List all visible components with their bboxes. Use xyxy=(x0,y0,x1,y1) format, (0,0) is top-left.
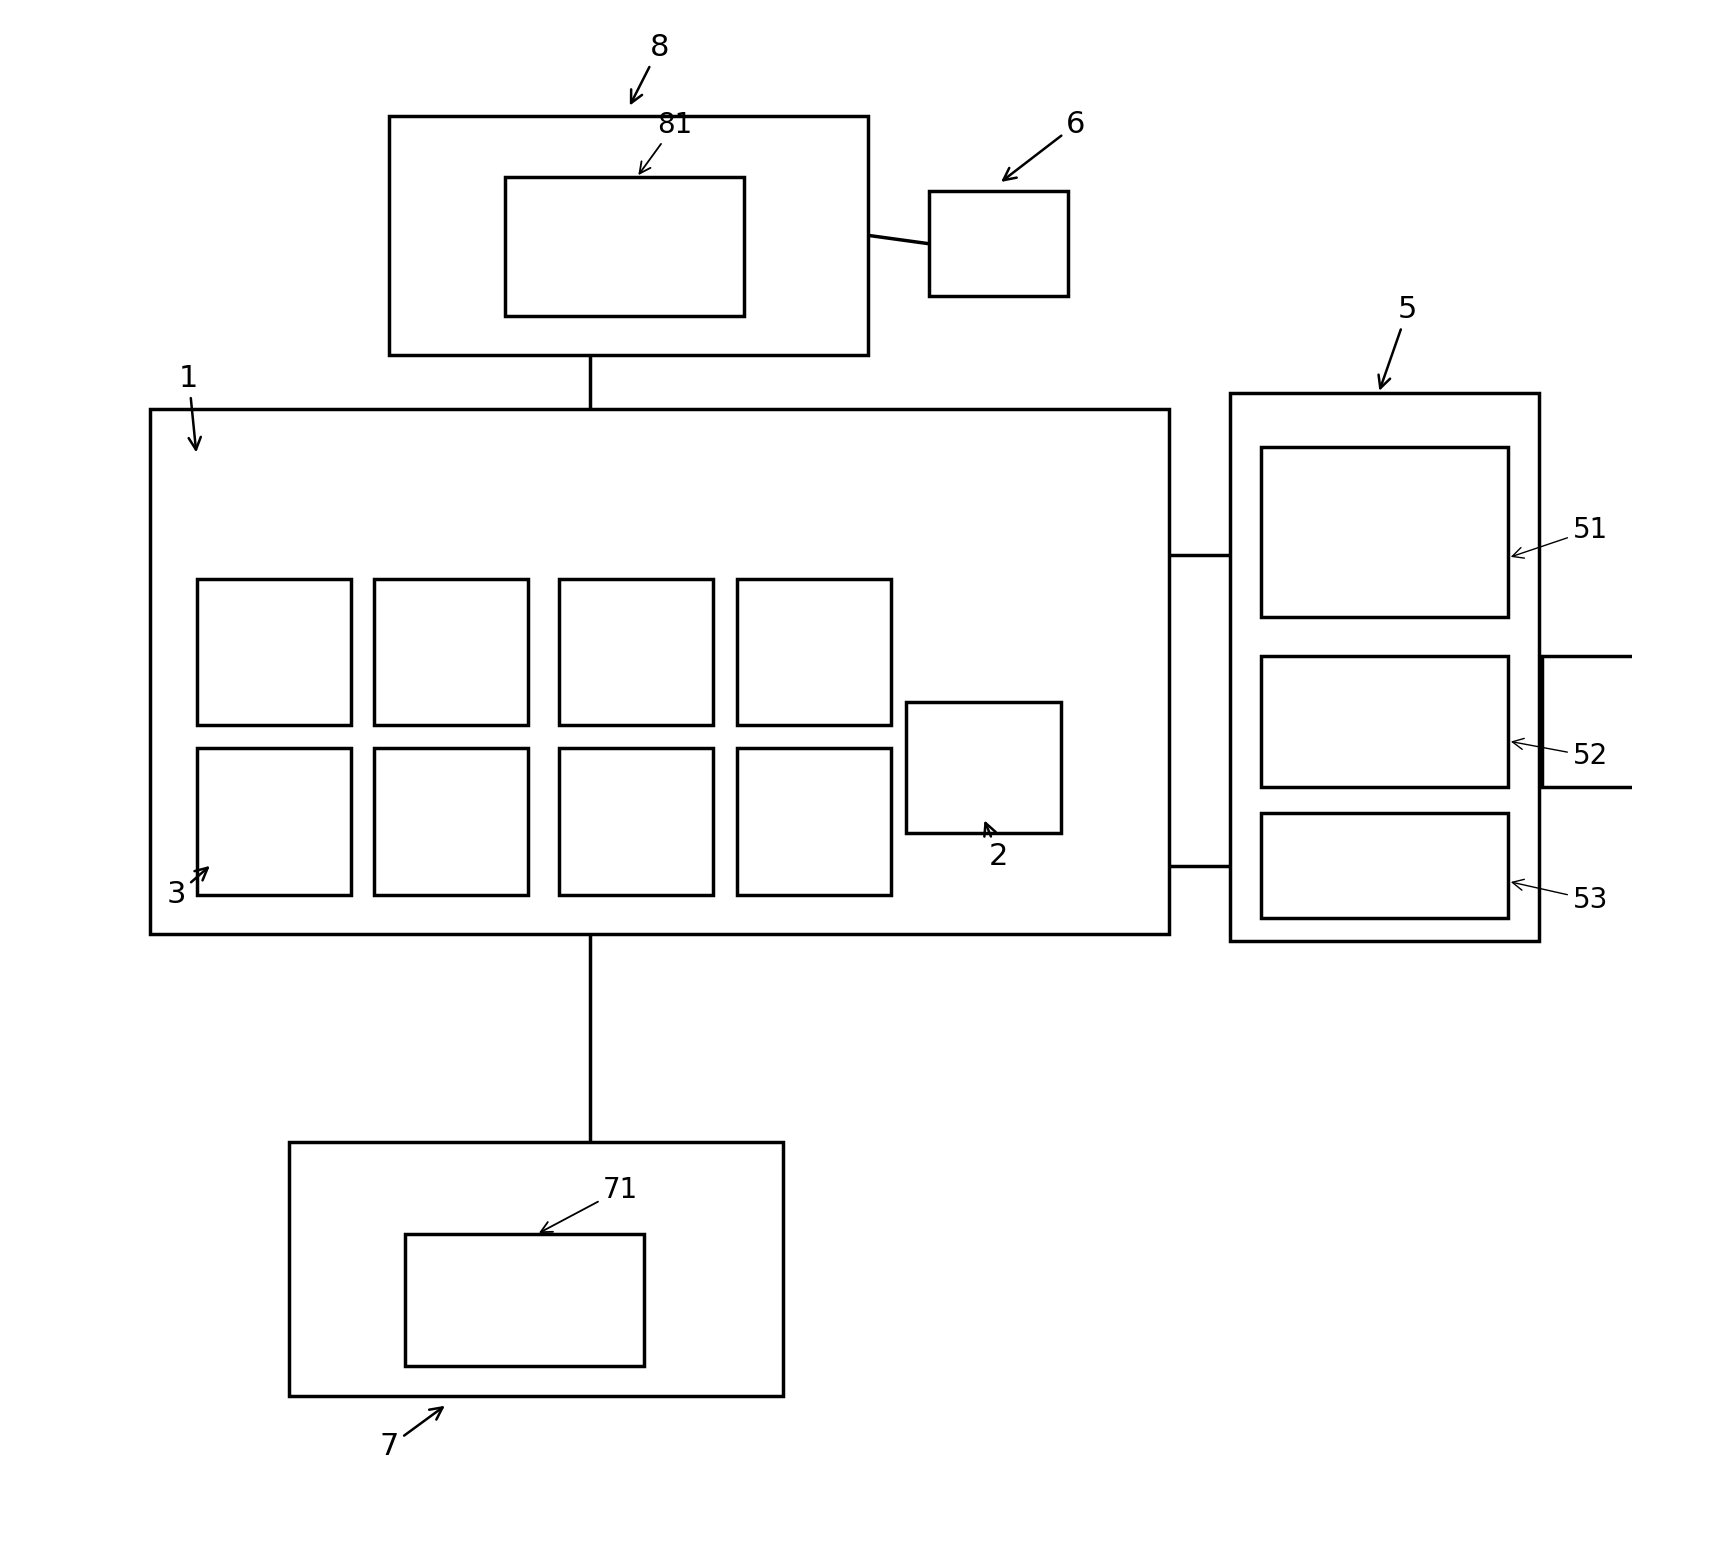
FancyBboxPatch shape xyxy=(196,748,351,895)
FancyBboxPatch shape xyxy=(196,579,351,725)
FancyBboxPatch shape xyxy=(559,579,714,725)
FancyBboxPatch shape xyxy=(559,748,714,895)
FancyBboxPatch shape xyxy=(1543,656,1649,787)
Text: 6: 6 xyxy=(1003,110,1085,181)
FancyBboxPatch shape xyxy=(1261,656,1508,787)
Text: 1: 1 xyxy=(179,364,201,449)
FancyBboxPatch shape xyxy=(929,191,1068,296)
Text: 71: 71 xyxy=(540,1176,638,1233)
FancyBboxPatch shape xyxy=(736,748,891,895)
Text: 81: 81 xyxy=(640,111,693,173)
Text: 7: 7 xyxy=(380,1407,442,1461)
FancyBboxPatch shape xyxy=(373,748,528,895)
FancyBboxPatch shape xyxy=(736,579,891,725)
FancyBboxPatch shape xyxy=(389,116,867,355)
Text: 3: 3 xyxy=(167,867,208,909)
Text: 53: 53 xyxy=(1512,880,1608,913)
Text: 51: 51 xyxy=(1512,515,1608,559)
FancyBboxPatch shape xyxy=(1261,813,1508,918)
FancyBboxPatch shape xyxy=(1230,393,1539,941)
FancyBboxPatch shape xyxy=(150,409,1168,934)
FancyBboxPatch shape xyxy=(506,177,745,316)
FancyBboxPatch shape xyxy=(1261,447,1508,617)
Text: 5: 5 xyxy=(1378,295,1417,389)
FancyBboxPatch shape xyxy=(373,579,528,725)
Text: 2: 2 xyxy=(984,822,1008,870)
Text: 52: 52 xyxy=(1512,739,1608,770)
Text: 8: 8 xyxy=(631,32,669,103)
FancyBboxPatch shape xyxy=(906,702,1061,833)
FancyBboxPatch shape xyxy=(404,1234,643,1366)
FancyBboxPatch shape xyxy=(289,1142,783,1396)
